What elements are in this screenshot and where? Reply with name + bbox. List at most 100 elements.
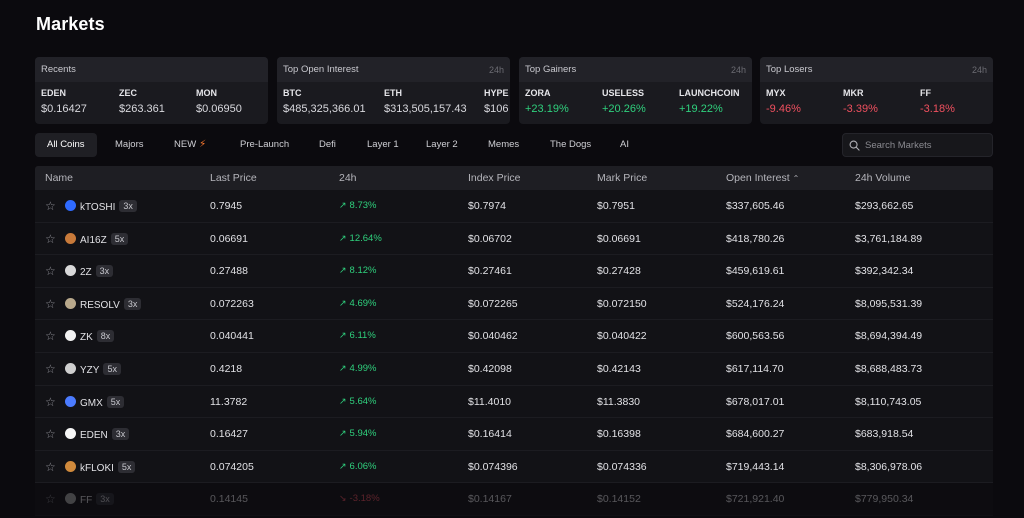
column-header-mark-price[interactable]: Mark Price xyxy=(597,172,648,184)
card-item[interactable]: ZEC $263.361 xyxy=(119,88,165,115)
coin-name: YZY xyxy=(80,364,100,376)
tab-all-coins[interactable]: All Coins xyxy=(35,133,97,157)
column-header-last-price[interactable]: Last Price xyxy=(210,172,257,184)
coin-icon xyxy=(65,330,76,342)
coin-name: EDEN xyxy=(80,430,108,442)
leverage-badge: 8x xyxy=(96,330,115,343)
card-top-open-interest[interactable]: Top Open Interest 24h BTC $485,325,366.0… xyxy=(277,57,510,124)
favorite-star-icon[interactable]: ☆ xyxy=(45,199,56,213)
table-row[interactable]: ☆ AI16Z 5x 0.06691 ↗ 12.64% $0.06702 $0.06… xyxy=(35,222,993,256)
table-row[interactable]: ☆ kTOSHI 3x 0.7945 ↗ 8.73% $0.7974 $0.7951… xyxy=(35,190,993,223)
table-row[interactable]: ☆ FF 3x 0.14145 ↘ -3.18% $0.14167 $0.14152… xyxy=(35,483,993,516)
mark-price: $0.072150 xyxy=(597,297,647,310)
tab-the-dogs[interactable]: The Dogs xyxy=(550,133,591,157)
tab-label: AI xyxy=(620,139,629,150)
coin-name: ZK xyxy=(80,332,93,344)
tab-ai[interactable]: AI xyxy=(620,133,629,157)
coin-icon xyxy=(65,460,76,472)
coin-icon xyxy=(65,493,76,505)
trend-arrow-icon: ↗ xyxy=(339,297,347,308)
change-value: 5.64% xyxy=(349,395,377,407)
column-header-label: Open Interest xyxy=(726,172,790,184)
card-item-value: $485,325,366.01 xyxy=(283,103,366,115)
table-row[interactable]: ☆ YZY 5x 0.4218 ↗ 4.99% $0.42098 $0.42143 … xyxy=(35,352,993,386)
coin-icon xyxy=(65,362,76,374)
change-24h: ↗ 6.06% xyxy=(339,461,376,472)
table-row[interactable]: ☆ 2Z 3x 0.27488 ↗ 8.12% $0.27461 $0.27428 … xyxy=(35,255,993,288)
category-tabs: All Coins Majors NEW ⚡ Pre-Launch Defi La… xyxy=(35,133,655,157)
card-item-value: +19.22% xyxy=(679,103,723,115)
card-item[interactable]: MKR -3.39% xyxy=(843,88,878,115)
tab-label: The Dogs xyxy=(550,139,592,150)
change-value: 6.11% xyxy=(349,330,376,342)
open-interest: $719,443.14 xyxy=(726,460,785,473)
tab-layer-2[interactable]: Layer 2 xyxy=(426,133,458,157)
tab-memes[interactable]: Memes xyxy=(488,133,519,157)
volume-24h: $8,110,743.05 xyxy=(855,395,922,408)
tab-label: Layer 2 xyxy=(426,139,458,150)
tab-layer-1[interactable]: Layer 1 xyxy=(367,133,399,157)
column-header-open-interest[interactable]: Open Interest ⌃ xyxy=(726,172,799,184)
favorite-star-icon[interactable]: ☆ xyxy=(45,492,56,507)
card-top-gainers[interactable]: Top Gainers 24h ZORA +23.19% USELESS +20… xyxy=(519,57,752,124)
card-item[interactable]: EDEN $0.16427 xyxy=(41,88,87,115)
favorite-star-icon[interactable]: ☆ xyxy=(45,394,56,409)
mark-price: $0.040422 xyxy=(597,330,647,343)
card-item[interactable]: FF -3.18% xyxy=(920,88,955,115)
change-24h: ↗ 4.69% xyxy=(339,298,376,309)
favorite-star-icon[interactable]: ☆ xyxy=(45,329,56,344)
trend-arrow-icon: ↗ xyxy=(339,330,347,341)
card-title: Recents xyxy=(41,64,76,75)
column-header-index-price[interactable]: Index Price xyxy=(468,172,521,184)
volume-24h: $683,918.54 xyxy=(855,428,914,441)
tab-new[interactable]: NEW ⚡ xyxy=(174,133,206,157)
card-item[interactable]: MON $0.06950 xyxy=(196,88,242,115)
favorite-star-icon[interactable]: ☆ xyxy=(45,231,56,246)
table-row[interactable]: ☆ RESOLV 3x 0.072263 ↗ 4.69% $0.072265 $0.… xyxy=(35,287,993,321)
search-box[interactable] xyxy=(842,133,993,157)
tab-majors[interactable]: Majors xyxy=(115,133,144,157)
column-header-24h-volume[interactable]: 24h Volume xyxy=(855,172,911,184)
card-badge: 24h xyxy=(971,64,987,75)
lightning-icon: ⚡ xyxy=(199,139,207,150)
card-item[interactable]: LAUNCHCOIN +19.22% xyxy=(679,88,740,115)
trend-arrow-icon: ↗ xyxy=(339,460,347,471)
column-header-24h[interactable]: 24h xyxy=(339,172,357,184)
favorite-star-icon[interactable]: ☆ xyxy=(45,264,56,279)
card-top-losers[interactable]: Top Losers 24h MYX -9.46% MKR -3.39% FF … xyxy=(760,57,993,124)
change-value: 8.12% xyxy=(349,265,377,277)
table-row[interactable]: ☆ ZK 8x 0.040441 ↗ 6.11% $0.040462 $0.0404… xyxy=(35,320,993,353)
coin-name: FF xyxy=(80,495,93,507)
table-row[interactable]: ☆ GMX 5x 11.3782 ↗ 5.64% $11.4010 $11.3830… xyxy=(35,385,993,419)
favorite-star-icon[interactable]: ☆ xyxy=(45,459,56,474)
card-header: Top Gainers 24h xyxy=(519,57,752,82)
card-item[interactable]: ZORA +23.19% xyxy=(525,88,569,115)
volume-24h: $293,662.65 xyxy=(855,200,914,212)
mark-price: $0.27428 xyxy=(597,265,641,278)
card-recents[interactable]: Recents EDEN $0.16427 ZEC $263.361 MON $… xyxy=(35,57,268,124)
coin-icon xyxy=(65,200,76,211)
table-row[interactable]: ☆ kFLOKI 5x 0.074205 ↗ 6.06% $0.074396 $0.… xyxy=(35,450,993,484)
card-item[interactable]: BTC $485,325,366.01 xyxy=(283,88,366,115)
card-item[interactable]: USELESS +20.26% xyxy=(602,88,646,115)
column-header-name[interactable]: Name xyxy=(45,172,74,184)
tab-defi[interactable]: Defi xyxy=(319,133,336,157)
tab-pre-launch[interactable]: Pre-Launch xyxy=(240,133,289,157)
card-item[interactable]: HYPE $106 xyxy=(484,88,509,115)
favorite-star-icon[interactable]: ☆ xyxy=(45,361,56,376)
favorite-star-icon[interactable]: ☆ xyxy=(45,296,56,311)
coin-name: kTOSHI xyxy=(80,202,116,213)
volume-24h: $8,694,394.49 xyxy=(855,330,923,343)
coin-name: kFLOKI xyxy=(80,462,114,474)
search-input[interactable] xyxy=(865,139,985,151)
trend-arrow-icon: ↗ xyxy=(339,232,347,243)
mark-price: $0.16398 xyxy=(597,428,641,441)
chevron-up-icon: ⌃ xyxy=(792,174,800,183)
favorite-star-icon[interactable]: ☆ xyxy=(45,427,56,442)
open-interest: $600,563.56 xyxy=(726,330,785,343)
table-row[interactable]: ☆ EDEN 3x 0.16427 ↗ 5.94% $0.16414 $0.1639… xyxy=(35,418,993,451)
page-title: Markets xyxy=(36,14,105,34)
card-item[interactable]: MYX -9.46% xyxy=(766,88,801,115)
card-item[interactable]: ETH $313,505,157.43 xyxy=(384,88,467,115)
